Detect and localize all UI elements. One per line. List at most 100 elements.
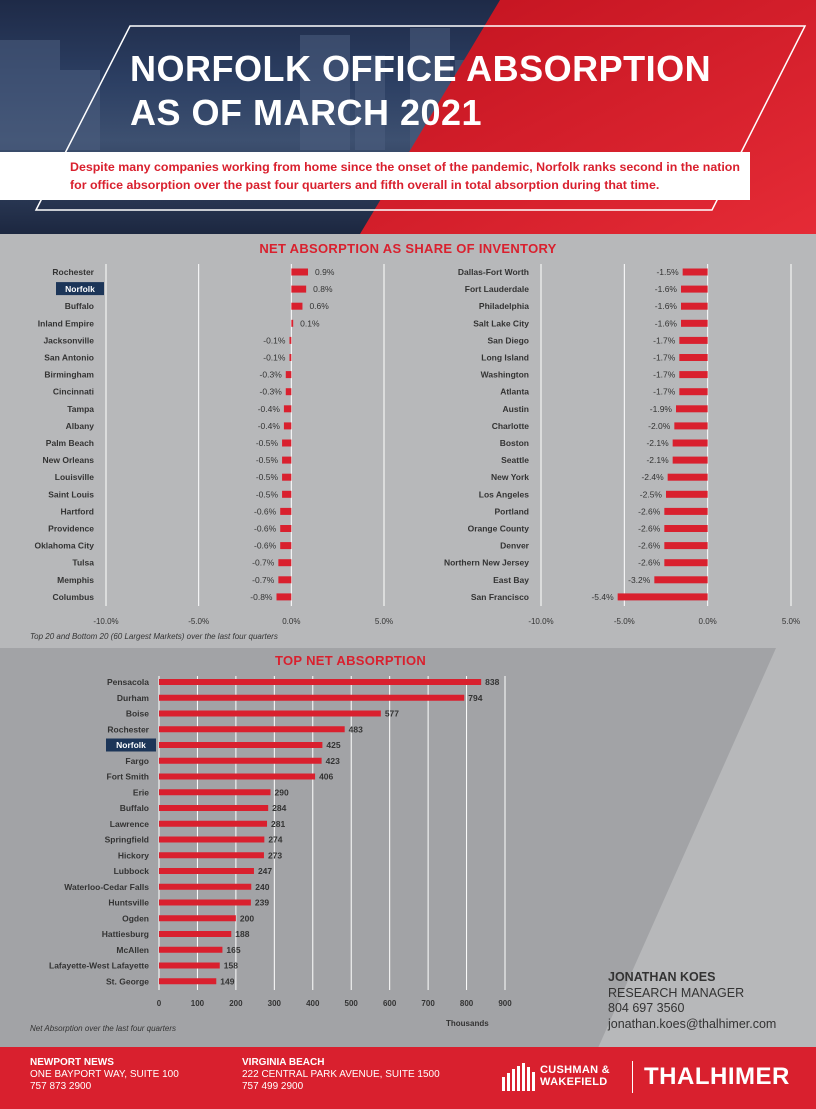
top-absorption-chart: 0 100 200 300 400 500 600 700 800 900 Pensacola 838… [49,676,512,1008]
top-absorption-x-axis-label: Thousands [446,1019,489,1028]
bar [291,302,303,310]
bar [278,559,292,567]
category-label: Hickory [118,850,149,860]
share-of-inventory-chart: -10.0% -5.0% 0.0% 5.0% Rochester 0.9% Norfolk 0… [34,264,800,626]
share-of-inventory-footnote: Top 20 and Bottom 20 (60 Largest Markets… [30,632,278,641]
category-label: Atlanta [500,387,529,397]
data-label: -0.5% [256,438,279,448]
bar [159,852,264,859]
category-label: Long Island [481,353,529,363]
bar [159,773,316,780]
bar [654,576,708,584]
data-label: 838 [485,677,499,687]
x-tick-label: 700 [421,999,435,1008]
category-label: Fort Lauderdale [465,284,530,294]
data-label: 425 [326,740,340,750]
bar [285,371,292,379]
data-label: 247 [258,866,272,876]
data-label: -2.1% [646,455,669,465]
contact-block: JONATHAN KOES RESEARCH MANAGER 804 697 3… [608,970,776,1032]
data-label: -1.5% [656,267,679,277]
bar [283,422,292,430]
category-label: Jacksonville [43,335,94,345]
x-tick-label: 5.0% [375,617,393,626]
data-label: -1.7% [653,335,676,345]
data-label: -0.4% [258,421,281,431]
contact-email[interactable]: jonathan.koes@thalhimer.com [608,1016,777,1031]
bar [679,354,708,361]
bar [159,946,223,953]
data-label: 273 [268,850,282,860]
category-label: St. George [106,976,149,986]
bar [285,388,292,396]
bar [679,336,708,344]
cushman-wakefield-logo: CUSHMAN & WAKEFIELD [540,1064,610,1088]
data-label: 240 [255,882,269,892]
data-label: -0.5% [256,489,279,499]
data-label: -0.8% [250,592,273,602]
bar [664,542,708,550]
bar [666,490,708,498]
bar [159,757,322,764]
x-tick-label: 0.0% [282,617,300,626]
data-label: -2.6% [638,558,661,568]
x-tick-label: 500 [345,999,359,1008]
bar [159,962,220,969]
data-label: -1.6% [655,301,678,311]
category-label: Portland [495,506,529,516]
bar [282,473,292,481]
category-label: Buffalo [65,301,94,311]
data-label: -0.4% [258,404,281,414]
category-label: Denver [500,541,530,551]
category-label: San Antonio [44,353,94,363]
office-newport-news: NEWPORT NEWS ONE BAYPORT WAY, SUITE 100 … [30,1057,179,1093]
bar [617,593,708,601]
bar [159,726,345,733]
bar [664,525,708,532]
logo-divider [632,1061,633,1093]
category-label: Albany [66,421,95,431]
data-label: -0.5% [256,472,279,482]
bar [159,710,381,717]
bar [681,319,708,327]
bar [159,679,482,685]
data-label: -1.6% [655,284,678,294]
data-label: -1.7% [653,370,676,380]
page-title-line-2: AS OF MARCH 2021 [130,92,483,133]
data-label: 284 [272,803,286,813]
bar [159,868,254,874]
bar [159,978,217,985]
bar [682,268,708,276]
bar [276,593,292,601]
category-label: Los Angeles [479,489,529,499]
data-label: 577 [385,709,399,719]
category-label: Rochester [107,724,149,734]
top-absorption-title: TOP NET ABSORPTION [275,653,427,668]
category-label: Salt Lake City [473,318,529,328]
thalhimer-logo: THALHIMER [644,1063,790,1090]
category-label: Philadelphia [479,301,529,311]
x-tick-label: 400 [306,999,320,1008]
bar [289,336,292,344]
intro-band [0,152,750,200]
x-tick-label: -10.0% [528,617,553,626]
data-label: -0.3% [260,387,283,397]
x-tick-label: 800 [460,999,474,1008]
category-label: Birmingham [44,370,94,380]
category-label: Huntsville [108,898,149,908]
bar [291,285,307,293]
category-label: Pensacola [107,677,149,687]
data-label: 188 [235,929,249,939]
highlight-label-box [106,738,156,752]
bar [280,542,292,550]
category-label: Springfield [105,835,149,845]
category-label: Seattle [501,455,529,465]
x-tick-label: -10.0% [93,617,118,626]
bar [679,388,708,396]
data-label: -0.6% [254,506,277,516]
category-label: Washington [481,370,529,380]
x-tick-label: -5.0% [188,617,209,626]
data-label: -0.5% [256,455,279,465]
category-label: New York [491,472,529,482]
